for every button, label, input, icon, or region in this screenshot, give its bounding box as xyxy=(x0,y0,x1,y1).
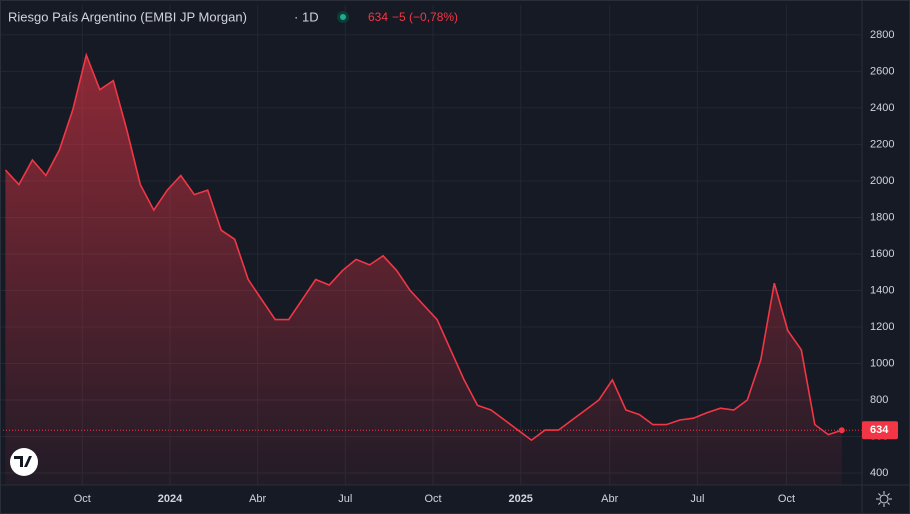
x-tick-label: Oct xyxy=(424,493,441,505)
y-tick-label: 800 xyxy=(870,394,888,406)
y-tick-label: 2600 xyxy=(870,65,894,77)
y-tick-label: 2400 xyxy=(870,102,894,114)
x-tick-label: 2025 xyxy=(508,493,532,505)
legend-header: Riesgo País Argentino (EMBI JP Morgan) ·… xyxy=(8,9,458,24)
y-tick-label: 1200 xyxy=(870,321,894,333)
y-tick-label: 400 xyxy=(870,467,888,479)
area-fill xyxy=(5,55,842,485)
y-tick-label: 1000 xyxy=(870,357,894,369)
y-tick-label: 2800 xyxy=(870,29,894,41)
logo[interactable] xyxy=(10,448,38,476)
y-tick-label: 1800 xyxy=(870,211,894,223)
x-tick-label: Jul xyxy=(690,493,704,505)
settings-icon[interactable] xyxy=(876,491,892,507)
y-tick-label: 1600 xyxy=(870,248,894,260)
line xyxy=(4,52,843,442)
x-tick-label: Oct xyxy=(778,493,795,505)
chart-title: Riesgo País Argentino (EMBI JP Morgan) xyxy=(8,9,247,24)
interval: 1D xyxy=(302,9,319,24)
x-tick-label: Jul xyxy=(338,493,352,505)
last-value: 634 xyxy=(368,10,388,24)
y-tick-label: 2200 xyxy=(870,138,894,150)
change: −5 (−0,78%) xyxy=(392,10,458,24)
price-label: 634 xyxy=(870,424,889,436)
y-tick-label: 1400 xyxy=(870,284,894,296)
last-point xyxy=(838,427,845,434)
price-label-bg xyxy=(862,421,898,440)
x-tick-label: 2024 xyxy=(158,493,183,505)
x-tick-label: Abr xyxy=(249,493,266,505)
status-dot xyxy=(340,14,346,20)
x-tick-label: Abr xyxy=(601,493,618,505)
separator: · xyxy=(294,9,298,24)
y-tick-label: 2000 xyxy=(870,175,894,187)
x-tick-label: Oct xyxy=(74,493,91,505)
